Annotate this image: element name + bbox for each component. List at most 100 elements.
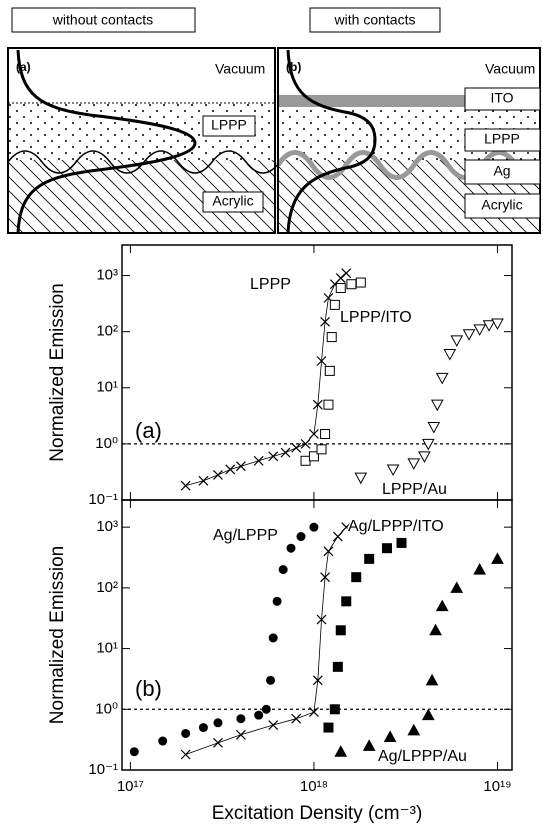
layer-label: ITO — [490, 90, 513, 106]
marker — [355, 277, 366, 288]
marker — [335, 282, 346, 293]
x-axis-label: Excitation Density (cm⁻³) — [212, 803, 423, 824]
marker — [198, 475, 209, 486]
marker — [235, 729, 246, 740]
y-tick-label: 10⁰ — [95, 435, 118, 452]
marker — [482, 320, 496, 332]
marker — [320, 316, 330, 327]
y-tick-label: 10³ — [96, 267, 118, 284]
header: without contacts — [52, 12, 153, 28]
marker — [180, 749, 191, 760]
panel-label: (b) — [286, 60, 301, 74]
diagram-a — [7, 47, 281, 234]
marker — [332, 661, 343, 672]
marker — [362, 739, 376, 751]
marker — [254, 710, 264, 720]
marker — [291, 442, 302, 453]
marker — [341, 268, 352, 279]
y-tick-label: 10³ — [96, 518, 118, 535]
layer-label: LPPP — [484, 131, 520, 147]
marker — [266, 675, 276, 685]
panel-annotation: (b) — [135, 676, 162, 701]
marker — [334, 745, 348, 757]
layer-label: Vacuum — [485, 61, 535, 77]
x-tick-label: 10¹⁷ — [117, 778, 144, 795]
marker — [309, 429, 319, 439]
marker — [312, 399, 323, 410]
marker — [129, 747, 139, 757]
y-axis-label: Normalized Emission — [47, 283, 68, 461]
marker — [473, 563, 487, 575]
marker — [268, 451, 279, 462]
marker — [213, 469, 223, 480]
marker — [421, 438, 435, 451]
layer-label: Acrylic — [481, 197, 522, 213]
marker — [429, 623, 442, 636]
y-tick-label: 10¹ — [96, 640, 118, 657]
marker — [430, 399, 444, 412]
marker — [351, 572, 362, 583]
marker — [326, 332, 337, 343]
marker — [278, 565, 288, 575]
y-tick-label: 10⁰ — [95, 700, 118, 717]
marker — [427, 421, 441, 434]
marker — [324, 365, 335, 376]
layer-label: Ag — [493, 163, 510, 179]
marker — [286, 543, 296, 553]
marker — [235, 461, 246, 472]
marker — [435, 372, 449, 385]
marker — [320, 429, 331, 440]
marker — [354, 472, 368, 485]
marker — [396, 537, 407, 548]
marker — [450, 581, 464, 593]
marker — [300, 455, 311, 466]
plot-frame — [121, 499, 513, 771]
marker — [341, 522, 352, 533]
series-line — [185, 526, 347, 755]
x-tick-label: 10¹⁹ — [483, 778, 511, 795]
layer-label: Vacuum — [215, 61, 265, 77]
panel-annotation: (a) — [135, 418, 162, 443]
marker — [473, 324, 487, 336]
marker — [418, 451, 431, 463]
marker — [386, 464, 400, 477]
marker — [198, 723, 208, 733]
header: with contacts — [334, 12, 416, 28]
panel-label: (a) — [16, 60, 31, 74]
marker — [272, 596, 282, 606]
marker — [316, 356, 327, 366]
header-box — [309, 7, 441, 33]
marker — [280, 447, 291, 458]
marker — [309, 707, 319, 717]
marker — [407, 458, 421, 470]
marker — [236, 714, 246, 724]
marker — [364, 553, 375, 564]
series-label: Ag/LPPP/Au — [378, 748, 467, 765]
marker — [300, 438, 311, 449]
marker — [308, 451, 319, 462]
series-label: Ag/LPPP/ITO — [348, 518, 444, 535]
marker — [320, 572, 330, 583]
marker — [329, 704, 340, 715]
marker — [323, 546, 334, 557]
marker — [323, 722, 334, 733]
marker — [462, 329, 476, 341]
marker — [407, 723, 421, 736]
marker — [383, 730, 397, 742]
marker — [225, 464, 236, 475]
series-label: LPPP — [250, 276, 291, 293]
x-tick-label: 10¹⁸ — [300, 778, 328, 795]
marker — [316, 444, 327, 455]
marker — [346, 279, 357, 290]
marker — [332, 531, 343, 542]
marker — [181, 728, 191, 738]
y-tick-label: 10⁻¹ — [88, 761, 118, 778]
marker — [450, 335, 464, 347]
marker — [491, 318, 504, 330]
marker — [435, 599, 449, 612]
marker — [158, 736, 168, 746]
marker — [309, 522, 319, 532]
y-tick-label: 10² — [96, 323, 118, 340]
y-tick-label: 10² — [96, 579, 118, 596]
